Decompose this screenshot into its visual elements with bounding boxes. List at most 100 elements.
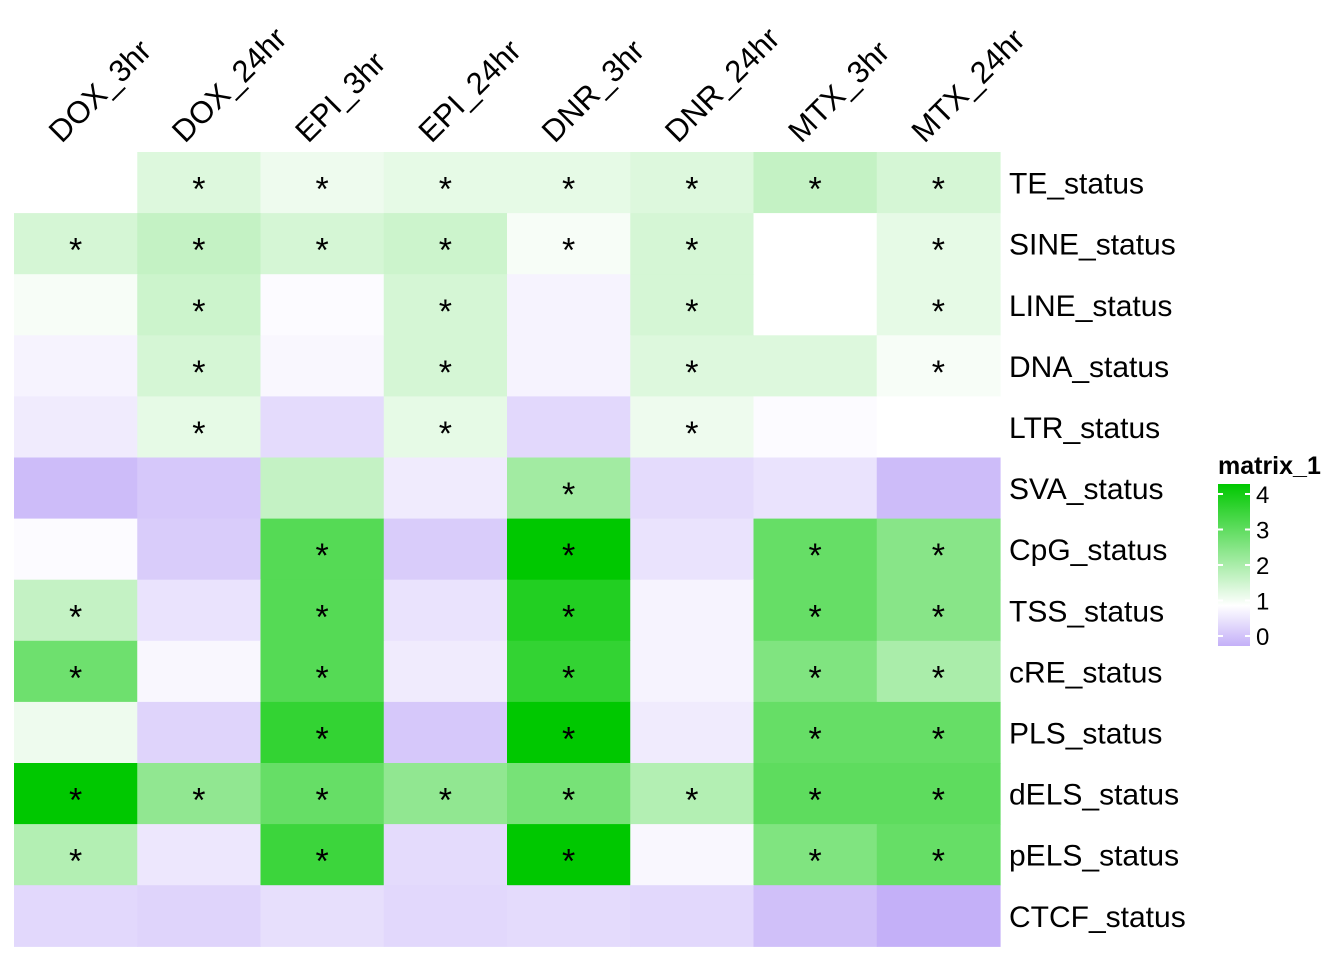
legend-tick-label: 4 [1256, 482, 1269, 509]
heatmap-cell [630, 274, 755, 336]
heatmap-cell [14, 885, 138, 947]
row-label: cRE_status [1009, 656, 1162, 689]
significance-star: * [685, 782, 698, 820]
significance-star: * [685, 293, 698, 331]
significance-star: * [316, 843, 329, 881]
column-label: DOX_3hr [42, 33, 158, 149]
significance-star: * [562, 232, 575, 270]
legend-tick-label: 1 [1256, 589, 1269, 616]
heatmap-cell [753, 701, 878, 764]
column-label: DNR_24hr [658, 21, 786, 149]
significance-star: * [562, 659, 575, 697]
heatmap-cell [630, 396, 755, 459]
heatmap-cell [876, 152, 1001, 214]
significance-star: * [316, 659, 329, 697]
heatmap-cell [753, 885, 878, 947]
heatmap-cell [14, 457, 138, 520]
heatmap-cell [137, 885, 262, 947]
heatmap-cell [630, 885, 755, 947]
significance-star: * [562, 843, 575, 881]
heatmap-cell [14, 579, 138, 642]
legend-color-bar [1218, 484, 1250, 646]
significance-star: * [685, 354, 698, 392]
heatmap-cell [14, 701, 138, 764]
heatmap-cell [876, 640, 1001, 703]
significance-star: * [439, 232, 452, 270]
heatmap-cell [383, 213, 508, 275]
heatmap-cell [137, 518, 262, 581]
heatmap-cell [14, 396, 138, 459]
significance-star: * [439, 171, 452, 209]
row-label: dELS_status [1009, 779, 1179, 812]
heatmap-cell [260, 396, 385, 459]
significance-star: * [192, 293, 205, 331]
significance-star: * [316, 537, 329, 575]
significance-star: * [562, 782, 575, 820]
row-label: CTCF_status [1009, 901, 1186, 934]
heatmap-cell [876, 885, 1001, 947]
significance-star: * [69, 598, 82, 636]
heatmap-cell [753, 518, 878, 581]
row-label: CpG_status [1009, 534, 1167, 567]
significance-star: * [932, 293, 945, 331]
significance-star: * [932, 354, 945, 392]
heatmap-cell [507, 824, 631, 886]
heatmap-cells [14, 152, 1001, 947]
significance-star: * [69, 659, 82, 697]
significance-star: * [932, 720, 945, 758]
legend-title: matrix_1 [1218, 452, 1321, 480]
heatmap-cell [876, 457, 1001, 520]
row-label: PLS_status [1009, 717, 1162, 750]
heatmap-cell [383, 885, 508, 947]
column-label: MTX_3hr [781, 34, 896, 149]
heatmap-cell [630, 701, 755, 764]
significance-star: * [562, 598, 575, 636]
heatmap-cell [383, 763, 508, 825]
column-label: DNR_3hr [535, 33, 651, 149]
heatmap-cell [753, 640, 878, 703]
significance-star: * [192, 171, 205, 209]
heatmap-cell [383, 701, 508, 764]
heatmap-cell [383, 518, 508, 581]
significance-star: * [192, 232, 205, 270]
heatmap-cell [383, 152, 508, 214]
heatmap-cell [383, 640, 508, 703]
heatmap-cell [507, 457, 631, 520]
heatmap-cell [630, 640, 755, 703]
heatmap-cell [876, 824, 1001, 886]
heatmap-cell [137, 763, 262, 825]
heatmap-cell [260, 640, 385, 703]
significance-star: * [809, 843, 822, 881]
column-label: MTX_24hr [905, 22, 1032, 149]
heatmap-cell [137, 701, 262, 764]
heatmap-cell [507, 518, 631, 581]
significance-star: * [562, 720, 575, 758]
heatmap-cell [876, 518, 1001, 581]
heatmap-cell [630, 213, 755, 275]
row-label: DNA_status [1009, 351, 1169, 384]
heatmap-cell [753, 335, 878, 397]
significance-star: * [809, 720, 822, 758]
heatmap-cell [876, 579, 1001, 642]
significance-star: * [932, 232, 945, 270]
heatmap-cell [507, 701, 631, 764]
heatmap-cell [630, 579, 755, 642]
significance-star: * [932, 659, 945, 697]
significance-star: * [192, 354, 205, 392]
significance-star: * [562, 537, 575, 575]
heatmap-cell [630, 457, 755, 520]
significance-star: * [685, 415, 698, 453]
significance-star: * [562, 476, 575, 514]
heatmap-cell [507, 396, 631, 459]
heatmap-cell [137, 152, 262, 214]
row-label: SINE_status [1009, 229, 1176, 262]
heatmap-cell [507, 763, 631, 825]
heatmap-cell [137, 579, 262, 642]
heatmap-cell [14, 152, 138, 214]
heatmap-cell [14, 213, 138, 275]
significance-star: * [809, 782, 822, 820]
significance-star: * [809, 659, 822, 697]
